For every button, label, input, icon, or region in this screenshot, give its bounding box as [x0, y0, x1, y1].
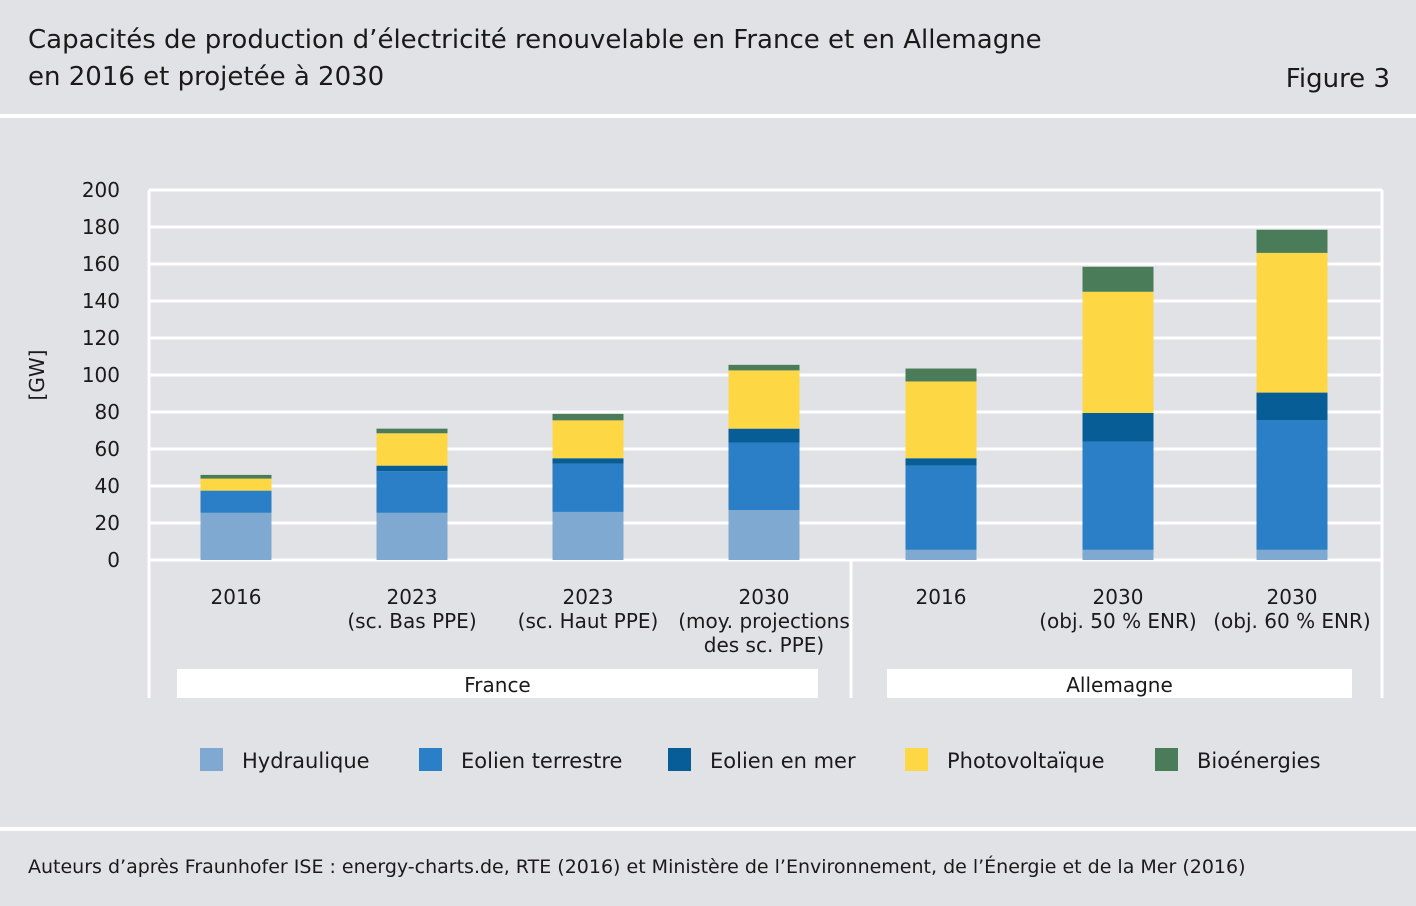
bar-segment-2-4	[552, 413, 624, 421]
bar-segment-4-3	[905, 381, 977, 459]
y-tick-label-200: 200	[82, 178, 120, 202]
y-tick-label-60: 60	[95, 437, 120, 461]
legend-label-1: Eolien terrestre	[461, 749, 622, 773]
title-line-1: Capacités de production d’électricité re…	[28, 25, 1042, 55]
group-label-box-0	[177, 669, 818, 698]
legend-swatch-2	[668, 748, 691, 771]
bar-segment-5-0	[1082, 549, 1154, 560]
bar-segment-0-1	[200, 490, 272, 513]
bar-segment-3-2	[728, 428, 800, 443]
bar-segment-1-1	[376, 471, 448, 513]
bar-segment-0-0	[200, 512, 272, 560]
x-tick-label-6-0: 2030	[1267, 585, 1318, 609]
legend-swatch-3	[905, 748, 928, 771]
bar-segment-5-4	[1082, 266, 1154, 292]
x-tick-label-2-0: 2023	[563, 585, 614, 609]
x-tick-label-2-1: (sc. Haut PPE)	[518, 609, 659, 633]
y-tick-label-80: 80	[95, 400, 120, 424]
legend-swatch-4	[1155, 748, 1178, 771]
x-tick-label-1-0: 2023	[387, 585, 438, 609]
bar-segment-1-2	[376, 465, 448, 472]
bar-segment-3-1	[728, 442, 800, 511]
bar-segment-6-2	[1256, 392, 1328, 421]
x-tick-label-4-0: 2016	[916, 585, 967, 609]
bar-segment-5-2	[1082, 412, 1154, 442]
bar-segment-2-1	[552, 463, 624, 512]
bar-segment-4-4	[905, 368, 977, 382]
bar-segment-2-3	[552, 420, 624, 459]
legend-swatch-0	[200, 748, 223, 771]
bar-segment-2-2	[552, 458, 624, 464]
title-line-2: en 2016 et projetée à 2030	[28, 62, 385, 92]
legend-label-0: Hydraulique	[242, 749, 370, 773]
legend-swatch-1	[419, 748, 442, 771]
group-label-1: Allemagne	[1066, 673, 1173, 697]
x-tick-label-6-1: (obj. 60 % ENR)	[1213, 609, 1370, 633]
bar-segment-2-0	[552, 511, 624, 560]
bar-segment-4-2	[905, 458, 977, 466]
footer-divider	[0, 827, 1416, 831]
chart-title: Capacités de production d’électricité re…	[28, 22, 1042, 96]
x-tick-label-5-1: (obj. 50 % ENR)	[1039, 609, 1196, 633]
bar-segment-1-0	[376, 512, 448, 560]
y-tick-label-180: 180	[82, 215, 120, 239]
bar-segment-6-0	[1256, 549, 1328, 560]
bar-segment-1-3	[376, 433, 448, 466]
legend-label-4: Bioénergies	[1197, 749, 1321, 773]
y-tick-label-120: 120	[82, 326, 120, 350]
group-label-box-1	[887, 669, 1352, 698]
bar-segment-3-3	[728, 370, 800, 429]
y-tick-label-100: 100	[82, 363, 120, 387]
bar-segment-5-1	[1082, 441, 1154, 550]
bar-segment-4-1	[905, 465, 977, 550]
bar-segment-3-4	[728, 364, 800, 371]
x-tick-label-0-0: 2016	[211, 585, 262, 609]
bar-segment-1-4	[376, 428, 448, 434]
legend-label-2: Eolien en mer	[710, 749, 856, 773]
bar-segment-0-3	[200, 478, 272, 491]
figure-label: Figure 3	[1285, 64, 1390, 94]
bar-segment-6-4	[1256, 229, 1328, 253]
y-tick-label-160: 160	[82, 252, 120, 276]
bar-segment-6-1	[1256, 420, 1328, 550]
y-tick-label-20: 20	[95, 511, 120, 535]
x-tick-label-3-0: 2030	[739, 585, 790, 609]
x-tick-label-3-1: (moy. projections	[678, 609, 850, 633]
bar-segment-4-0	[905, 549, 977, 560]
x-tick-label-5-0: 2030	[1093, 585, 1144, 609]
bar-segment-3-0	[728, 510, 800, 560]
bar-segment-0-4	[200, 474, 272, 479]
group-label-0: France	[464, 673, 531, 697]
legend-label-3: Photovoltaïque	[947, 749, 1105, 773]
bar-segment-5-3	[1082, 291, 1154, 413]
y-tick-label-140: 140	[82, 289, 120, 313]
source-note: Auteurs d’après Fraunhofer ISE : energy-…	[28, 856, 1246, 878]
y-tick-label-40: 40	[95, 474, 120, 498]
x-tick-label-1-1: (sc. Bas PPE)	[347, 609, 476, 633]
y-tick-label-0: 0	[107, 548, 120, 572]
x-tick-label-3-2: des sc. PPE)	[704, 633, 824, 657]
y-axis-label: [GW]	[25, 350, 49, 401]
bar-segment-6-3	[1256, 252, 1328, 393]
header-divider	[0, 114, 1416, 118]
